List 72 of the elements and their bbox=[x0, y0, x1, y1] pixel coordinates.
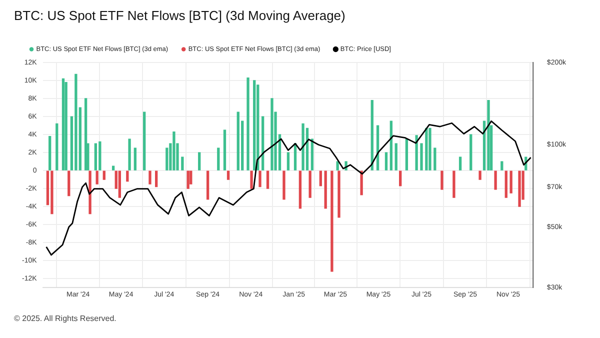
bar bbox=[143, 112, 146, 170]
bar bbox=[384, 152, 388, 170]
bar bbox=[236, 112, 240, 170]
bar bbox=[282, 170, 286, 200]
bar bbox=[390, 120, 393, 170]
bar bbox=[128, 138, 131, 170]
bar bbox=[405, 138, 408, 170]
bar bbox=[134, 148, 137, 170]
bar bbox=[250, 170, 253, 189]
bar bbox=[478, 170, 482, 180]
bar bbox=[217, 148, 220, 170]
bar bbox=[452, 170, 456, 198]
bar bbox=[324, 170, 327, 209]
bar bbox=[64, 82, 68, 170]
bar bbox=[336, 161, 339, 170]
bar bbox=[394, 143, 398, 170]
bar bbox=[338, 170, 340, 218]
bar bbox=[253, 80, 256, 170]
bar bbox=[258, 170, 262, 188]
bar bbox=[148, 170, 152, 184]
bar bbox=[470, 134, 472, 170]
bar bbox=[420, 143, 423, 170]
bar bbox=[434, 148, 436, 170]
bar bbox=[266, 170, 270, 189]
bar bbox=[330, 170, 334, 272]
bar bbox=[319, 170, 322, 186]
bar bbox=[500, 161, 504, 170]
bar bbox=[226, 170, 230, 180]
bar bbox=[518, 170, 521, 207]
bar bbox=[504, 170, 508, 198]
bar bbox=[261, 116, 264, 170]
bar bbox=[172, 132, 176, 170]
bar bbox=[246, 77, 250, 170]
bar bbox=[68, 170, 70, 196]
bar bbox=[126, 170, 129, 182]
bar bbox=[415, 135, 418, 170]
bar bbox=[181, 156, 184, 170]
bar bbox=[428, 128, 432, 170]
bar bbox=[360, 170, 363, 196]
bar bbox=[510, 170, 512, 194]
bar bbox=[440, 170, 444, 190]
bar bbox=[302, 123, 304, 170]
bar bbox=[310, 138, 314, 170]
bar bbox=[298, 170, 302, 209]
bar bbox=[286, 152, 290, 170]
bar bbox=[186, 170, 190, 189]
text: © 2025. All Rights Reserved. bbox=[14, 314, 116, 323]
bar bbox=[56, 123, 58, 170]
bar bbox=[270, 98, 274, 170]
bar bbox=[308, 170, 312, 198]
bar bbox=[155, 170, 158, 188]
bar bbox=[96, 170, 98, 184]
bar bbox=[102, 170, 106, 180]
bar bbox=[494, 170, 497, 190]
bar bbox=[88, 170, 92, 214]
bar bbox=[399, 170, 402, 186]
bar bbox=[98, 141, 102, 170]
bar bbox=[94, 143, 98, 170]
bar bbox=[50, 170, 54, 214]
bar bbox=[458, 156, 462, 170]
bar bbox=[118, 170, 121, 198]
chart-title: BTC: US Spot ETF Net Flows [BTC] (3d Moving Average) bbox=[14, 8, 346, 23]
bar bbox=[370, 100, 374, 170]
bar bbox=[487, 100, 490, 170]
bar bbox=[198, 152, 201, 170]
bar bbox=[74, 74, 78, 170]
bar bbox=[112, 166, 115, 170]
bar bbox=[62, 78, 65, 170]
bar bbox=[425, 128, 428, 170]
bar bbox=[206, 170, 210, 200]
bar bbox=[48, 136, 52, 170]
bar bbox=[223, 130, 226, 170]
